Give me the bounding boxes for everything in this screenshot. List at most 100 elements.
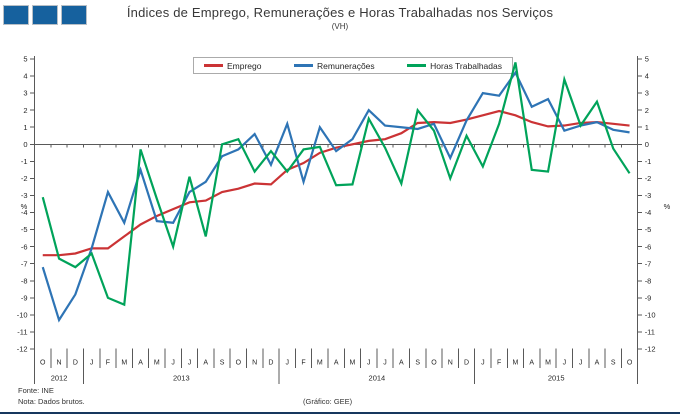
svg-text:J: J	[188, 360, 192, 367]
footer-source: Fonte: INE	[18, 386, 54, 395]
svg-text:-8: -8	[21, 276, 28, 285]
svg-text:J: J	[90, 360, 94, 367]
svg-text:A: A	[203, 360, 208, 367]
svg-text:M: M	[545, 360, 551, 367]
svg-text:-7: -7	[21, 259, 28, 268]
legend-label: Remunerações	[317, 60, 375, 71]
svg-text:M: M	[154, 360, 160, 367]
svg-text:-9: -9	[645, 293, 652, 302]
svg-text:3: 3	[23, 89, 27, 98]
svg-text:-9: -9	[21, 293, 28, 302]
svg-text:1: 1	[23, 123, 27, 132]
svg-text:J: J	[367, 360, 371, 367]
svg-text:-11: -11	[645, 328, 655, 337]
svg-text:M: M	[350, 360, 356, 367]
svg-text:-7: -7	[645, 259, 652, 268]
svg-text:0: 0	[23, 140, 27, 149]
svg-text:-1: -1	[645, 157, 652, 166]
svg-text:-1: -1	[21, 157, 28, 166]
logo-square	[61, 5, 87, 25]
y-axis-right: 5 4 3 2 1 0 -1 -2 -3 -4 -5 -6 -7 -8 -9 -10 -11 -12	[637, 55, 656, 384]
series-line-horas-trabalhadas	[41, 62, 631, 307]
svg-text:2: 2	[23, 106, 27, 115]
svg-text:-3: -3	[21, 191, 28, 200]
svg-text:N: N	[57, 360, 62, 367]
svg-text:A: A	[529, 360, 534, 367]
svg-text:-8: -8	[645, 276, 652, 285]
svg-text:S: S	[415, 360, 420, 367]
svg-text:N: N	[252, 360, 257, 367]
svg-text:D: D	[73, 360, 78, 367]
svg-text:O: O	[627, 360, 633, 367]
logo-square	[3, 5, 29, 25]
svg-text:F: F	[301, 360, 305, 367]
legend-swatch-remuneracoes	[294, 64, 314, 67]
svg-text:F: F	[497, 360, 501, 367]
svg-text:4: 4	[23, 72, 27, 81]
svg-text:-2: -2	[645, 174, 652, 183]
svg-text:-6: -6	[645, 242, 652, 251]
svg-text:N: N	[448, 360, 453, 367]
x-axis	[34, 348, 639, 384]
svg-text:1: 1	[645, 123, 649, 132]
legend-item-horas-trabalhadas: Horas Trabalhadas	[407, 61, 502, 71]
legend-item-emprego: Emprego	[204, 61, 262, 71]
svg-text:J: J	[171, 360, 175, 367]
svg-text:-5: -5	[21, 225, 28, 234]
chart-legend: Emprego Remunerações Horas Trabalhadas	[193, 57, 513, 74]
page-subtitle: (VH)	[331, 22, 349, 31]
svg-text:0: 0	[645, 140, 649, 149]
svg-text:A: A	[399, 360, 404, 367]
svg-text:4: 4	[645, 72, 649, 81]
logo	[3, 5, 87, 25]
series-line-emprego	[42, 109, 630, 257]
svg-text:-6: -6	[21, 242, 28, 251]
svg-text:O: O	[431, 360, 437, 367]
svg-text:A: A	[138, 360, 143, 367]
svg-text:J: J	[579, 360, 583, 367]
svg-text:O: O	[40, 360, 46, 367]
legend-label: Emprego	[227, 60, 262, 71]
svg-text:-11: -11	[17, 328, 27, 337]
svg-text:-5: -5	[645, 225, 652, 234]
svg-text:-12: -12	[17, 345, 28, 354]
svg-text:2014: 2014	[369, 374, 386, 383]
svg-text:-3: -3	[645, 191, 652, 200]
zero-line	[34, 143, 639, 148]
svg-text:%: %	[664, 202, 671, 211]
svg-text:J: J	[563, 360, 567, 367]
svg-text:D: D	[268, 360, 273, 367]
svg-text:2013: 2013	[173, 374, 190, 383]
x-axis-year-labels: 2012 2013 2014 2015	[51, 374, 565, 383]
svg-text:-4: -4	[21, 208, 28, 217]
svg-text:5: 5	[645, 55, 649, 64]
y-axis-unit-right: %	[664, 202, 671, 211]
svg-text:5: 5	[23, 55, 27, 64]
svg-text:M: M	[121, 360, 127, 367]
footer-note: Nota: Dados brutos.	[18, 397, 85, 406]
svg-text:M: M	[513, 360, 519, 367]
svg-text:J: J	[286, 360, 290, 367]
y-axis-unit-left: %	[21, 202, 28, 211]
svg-text:-4: -4	[645, 208, 652, 217]
svg-text:F: F	[106, 360, 110, 367]
svg-text:2015: 2015	[548, 374, 565, 383]
svg-text:J: J	[383, 360, 387, 367]
svg-text:J: J	[481, 360, 485, 367]
svg-text:-2: -2	[21, 174, 28, 183]
y-axis-left: 5 4 3 2 1 0 -1 -2 -3 -4 -5 -6 -7 -8 -9 -10 -11 -12	[17, 55, 36, 384]
svg-text:S: S	[220, 360, 225, 367]
page-title: Índices de Emprego, Remunerações e Horas…	[126, 5, 554, 20]
svg-text:3: 3	[645, 89, 649, 98]
svg-text:-10: -10	[645, 311, 656, 320]
svg-text:S: S	[611, 360, 616, 367]
logo-square	[32, 5, 58, 25]
svg-text:M: M	[317, 360, 323, 367]
svg-text:O: O	[236, 360, 242, 367]
svg-text:-10: -10	[17, 311, 28, 320]
svg-text:A: A	[334, 360, 339, 367]
legend-swatch-emprego	[204, 64, 223, 67]
